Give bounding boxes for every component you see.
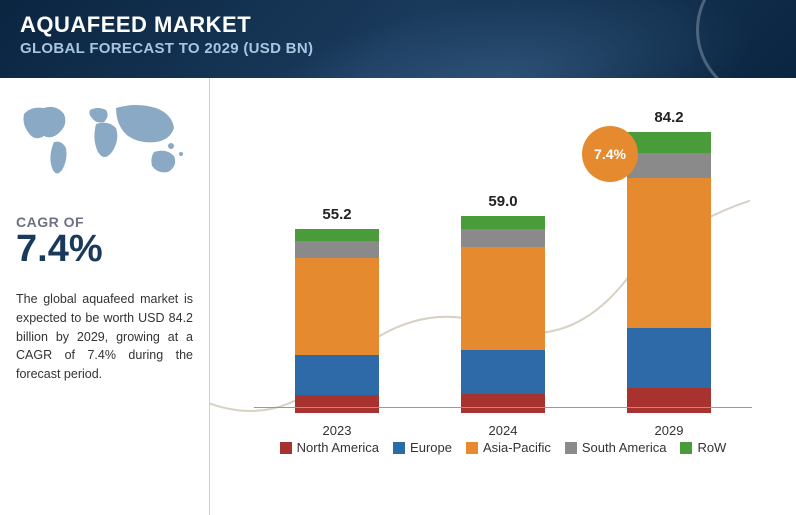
bar-total-label: 59.0: [488, 193, 517, 210]
bar-group: 59.0 2024: [453, 193, 553, 438]
cagr-badge: 7.4%: [582, 126, 638, 182]
world-map-icon: [16, 96, 196, 191]
bar-stack: [295, 229, 379, 413]
page-subtitle: GLOBAL FORECAST TO 2029 (USD BN): [20, 40, 776, 57]
legend-item: Asia-Pacific: [466, 440, 551, 455]
bar-segment: [461, 247, 545, 350]
market-description: The global aquafeed market is expected t…: [16, 290, 193, 384]
bar-segment: [295, 395, 379, 413]
bar-segment: [295, 355, 379, 395]
legend-label: Asia-Pacific: [483, 440, 551, 455]
cagr-value: 7.4%: [16, 230, 193, 268]
bar-segment: [461, 350, 545, 393]
cagr-badge-text: 7.4%: [594, 146, 626, 162]
legend-label: North America: [297, 440, 379, 455]
legend-label: South America: [582, 440, 667, 455]
chart-baseline: [254, 407, 752, 408]
bar-segment: [295, 229, 379, 241]
legend-item: Europe: [393, 440, 452, 455]
bar-segment: [627, 388, 711, 413]
x-axis-label: 2023: [323, 423, 352, 438]
page-title: AQUAFEED MARKET: [20, 12, 776, 38]
bar-group: 55.2 2023: [287, 206, 387, 438]
chart-panel: 7.4% 55.2 2023 59.0 2024 84.2 2029 North Amer…: [210, 78, 796, 515]
legend-item: South America: [565, 440, 667, 455]
map-shapes: [24, 105, 184, 174]
bar-segment: [461, 216, 545, 228]
legend-label: RoW: [697, 440, 726, 455]
bar-segment: [627, 153, 711, 178]
legend-swatch: [680, 442, 692, 454]
bar-segment: [627, 328, 711, 388]
bar-segment: [627, 178, 711, 328]
legend-swatch: [280, 442, 292, 454]
legend-swatch: [565, 442, 577, 454]
legend-item: RoW: [680, 440, 726, 455]
legend-label: Europe: [410, 440, 452, 455]
bar-stack: [461, 216, 545, 413]
chart-area: 55.2 2023 59.0 2024 84.2 2029: [234, 98, 772, 438]
content-row: CAGR OF 7.4% The global aquafeed market …: [0, 78, 796, 515]
bar-stack: [627, 132, 711, 413]
left-panel: CAGR OF 7.4% The global aquafeed market …: [0, 78, 210, 515]
bar-segment: [627, 132, 711, 153]
legend-swatch: [393, 442, 405, 454]
x-axis-label: 2029: [655, 423, 684, 438]
bar-segment: [295, 258, 379, 355]
header: AQUAFEED MARKET GLOBAL FORECAST TO 2029 …: [0, 0, 796, 78]
chart-legend: North America Europe Asia-Pacific South Ame…: [234, 440, 772, 455]
bar-total-label: 55.2: [322, 206, 351, 223]
x-axis-label: 2024: [489, 423, 518, 438]
bar-segment: [461, 229, 545, 247]
bar-segment: [295, 241, 379, 258]
legend-swatch: [466, 442, 478, 454]
bar-total-label: 84.2: [654, 109, 683, 126]
bar-segment: [461, 394, 545, 413]
legend-item: North America: [280, 440, 379, 455]
